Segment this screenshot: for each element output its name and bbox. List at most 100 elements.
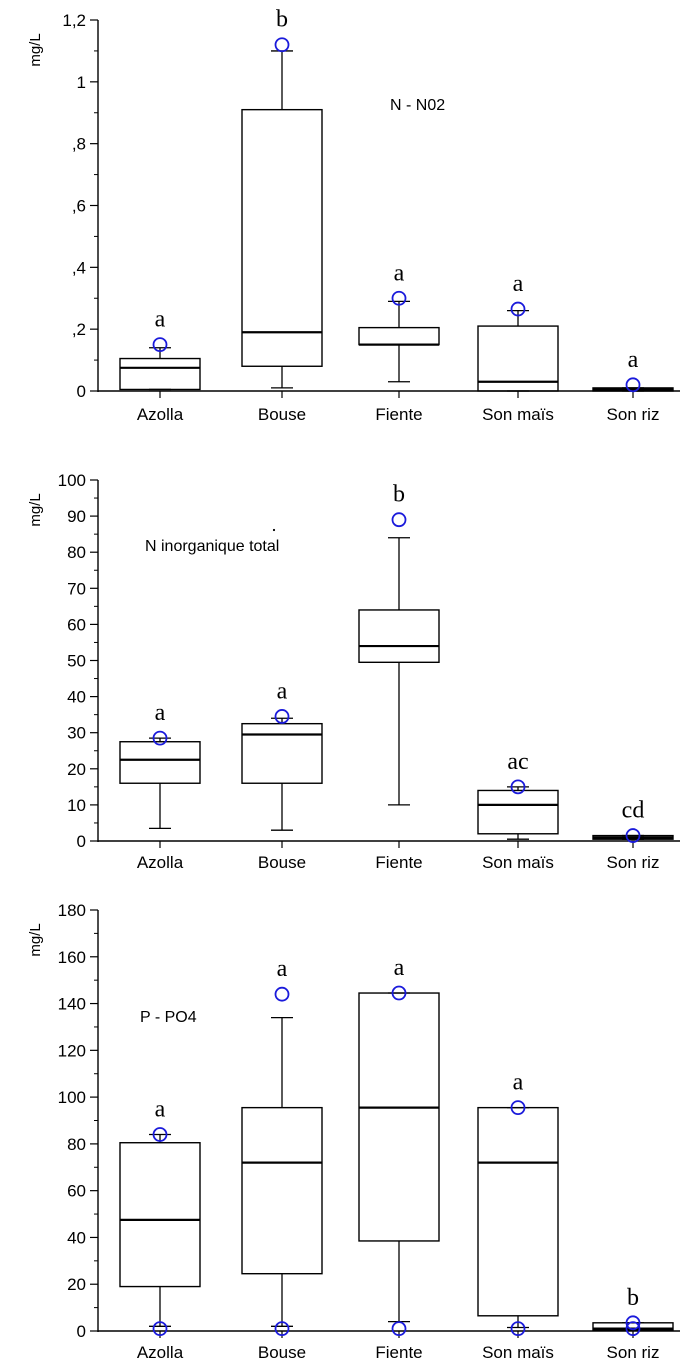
y-tick-label: 0 xyxy=(77,382,86,401)
group-letter: a xyxy=(155,700,166,726)
group-letter: b xyxy=(393,482,405,508)
box-rect xyxy=(119,1142,201,1288)
box-3: Fiente b xyxy=(358,482,440,872)
outlier-point xyxy=(510,779,526,795)
y-tick-label: 20 xyxy=(67,760,86,779)
box-5: Son riz a xyxy=(592,347,674,424)
y-tick-label: ,2 xyxy=(72,320,86,339)
x-tick-label: Son riz xyxy=(607,853,660,872)
y-tick-label: 180 xyxy=(58,901,86,920)
box-rect xyxy=(358,326,440,346)
group-letter: b xyxy=(627,1285,639,1311)
y-tick-label: 10 xyxy=(67,796,86,815)
y-tick-label: 0 xyxy=(77,832,86,851)
box-5: Son riz b xyxy=(592,1285,674,1362)
x-tick-label: Son maïs xyxy=(482,405,554,424)
group-letter: a xyxy=(155,1097,166,1123)
outlier-point xyxy=(274,709,290,724)
outlier-point xyxy=(625,828,641,843)
outlier-point xyxy=(274,986,290,1002)
y-tick-label: 70 xyxy=(67,579,86,598)
box-rect xyxy=(241,108,323,367)
group-letter: a xyxy=(628,347,639,373)
box-1: Azolla a xyxy=(119,700,201,872)
box-4: Son maïs a xyxy=(477,271,559,424)
y-tick-label: 80 xyxy=(67,1135,86,1154)
box-2: Bouse a xyxy=(241,678,323,872)
x-tick-label: Fiente xyxy=(375,1343,422,1362)
y-tick-label: 40 xyxy=(67,1228,86,1247)
box-rect xyxy=(358,992,440,1242)
box-3: Fiente a xyxy=(358,260,440,424)
x-tick-label: Bouse xyxy=(258,1343,306,1362)
outlier-point xyxy=(152,1321,168,1337)
y-tick-label: 120 xyxy=(58,1041,86,1060)
group-letter: a xyxy=(513,1070,524,1096)
stray-dot xyxy=(272,528,276,532)
outlier-point xyxy=(625,377,641,393)
chart-panel-3: 0 20 40 60 80 100 120 140 160 180 mg/L P - PO4 Azoll… xyxy=(27,901,680,1362)
group-letter: a xyxy=(277,956,288,982)
y-tick-label: ,6 xyxy=(72,197,86,216)
y-tick-label: 160 xyxy=(58,948,86,967)
box-rect xyxy=(241,1106,323,1275)
x-tick-label: Son riz xyxy=(607,1343,660,1362)
y-tick-label: 60 xyxy=(67,615,86,634)
x-tick-label: Bouse xyxy=(258,405,306,424)
x-tick-label: Son maïs xyxy=(482,853,554,872)
box-4: Son maïs ac xyxy=(477,749,559,872)
outlier-point xyxy=(152,1127,168,1142)
y-tick-label: 1 xyxy=(77,73,86,92)
outlier-point xyxy=(510,301,526,317)
chart-panel-1: 0 ,2 ,4 ,6 ,8 1 1,2 mg/L N - N02 Azolla a Bouse b Fie… xyxy=(27,7,680,424)
box-rect xyxy=(477,1106,559,1317)
y-tick-label: 90 xyxy=(67,507,86,526)
group-letter: a xyxy=(394,955,405,981)
y-tick-label: 30 xyxy=(67,724,86,743)
outlier-point xyxy=(510,1321,526,1337)
group-letter: a xyxy=(513,271,524,297)
outlier-point xyxy=(391,1321,407,1337)
box-rect xyxy=(477,325,559,392)
box-rect xyxy=(477,789,559,835)
box-rect xyxy=(241,722,323,784)
group-letter: ac xyxy=(507,749,528,775)
outlier-point xyxy=(391,512,407,528)
box-2: Bouse a xyxy=(241,956,323,1362)
y-axis-label: mg/L xyxy=(27,493,44,526)
box-1: Azolla a xyxy=(119,1097,201,1362)
outlier-point xyxy=(391,290,407,306)
y-tick-label: ,4 xyxy=(72,258,86,277)
y-tick-label: 100 xyxy=(58,471,86,490)
x-tick-label: Fiente xyxy=(375,853,422,872)
outlier-point xyxy=(391,985,407,1001)
box-1: Azolla a xyxy=(119,307,201,424)
box-rect xyxy=(119,741,201,784)
x-tick-label: Fiente xyxy=(375,405,422,424)
box-rect xyxy=(358,609,440,664)
group-letter: a xyxy=(394,260,405,286)
group-letter: a xyxy=(277,678,288,704)
outlier-point xyxy=(625,1315,641,1331)
y-tick-label: 1,2 xyxy=(62,11,86,30)
outlier-point xyxy=(625,1321,641,1337)
y-tick-label: 100 xyxy=(58,1088,86,1107)
y-tick-label: 40 xyxy=(67,688,86,707)
box-3: Fiente a xyxy=(358,955,440,1362)
group-letter: a xyxy=(155,307,166,333)
chart-title: N - N02 xyxy=(390,97,445,114)
outlier-point xyxy=(274,1321,290,1337)
x-tick-label: Bouse xyxy=(258,853,306,872)
x-tick-label: Azolla xyxy=(137,853,184,872)
x-tick-label: Azolla xyxy=(137,1343,184,1362)
x-tick-label: Son maïs xyxy=(482,1343,554,1362)
outlier-point xyxy=(152,730,168,746)
x-tick-label: Son riz xyxy=(607,405,660,424)
y-axis-label: mg/L xyxy=(27,33,44,66)
x-tick-label: Azolla xyxy=(137,405,184,424)
outlier-point xyxy=(274,37,290,53)
box-4: Son maïs a xyxy=(477,1070,559,1362)
group-letter: b xyxy=(276,7,288,33)
y-tick-label: 0 xyxy=(77,1322,86,1341)
